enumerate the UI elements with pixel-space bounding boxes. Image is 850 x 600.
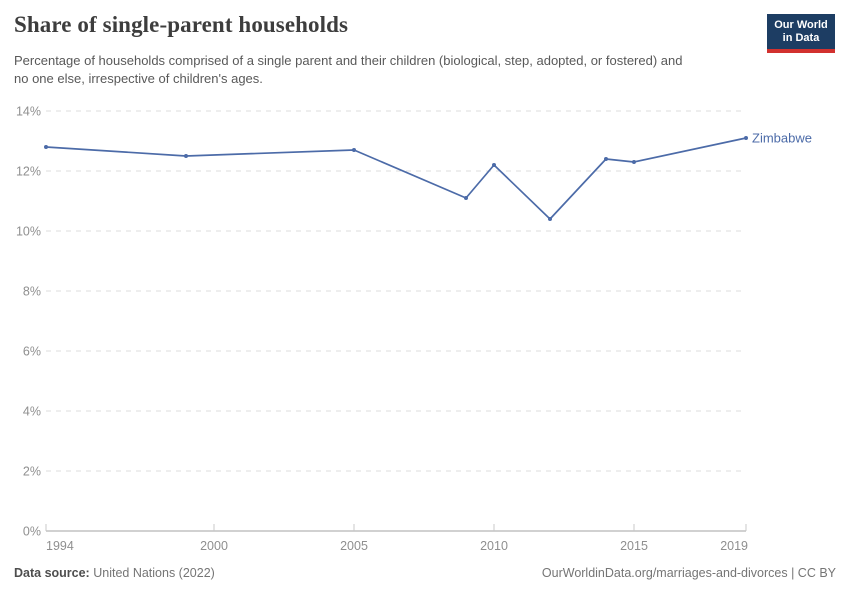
entity-label[interactable]: Zimbabwe [752,131,812,146]
data-point[interactable] [604,157,608,161]
data-point[interactable] [184,154,188,158]
data-point[interactable] [44,145,48,149]
owid-logo[interactable]: Our World in Data [767,14,835,53]
x-tick-label: 2019 [720,539,748,553]
x-tick-label: 2000 [200,539,228,553]
data-point[interactable] [352,148,356,152]
y-tick-label: 2% [23,465,41,479]
data-point[interactable] [492,163,496,167]
series-line-zimbabwe[interactable] [45,137,747,220]
data-source-value: United Nations (2022) [93,566,215,580]
data-source-note: Data source: United Nations (2022) [14,566,215,580]
y-tick-label: 10% [16,225,41,239]
x-tick-label: 2005 [340,539,368,553]
page-title: Share of single-parent households [14,12,349,37]
y-tick-label: 12% [16,165,41,179]
data-source-label: Data source: [14,566,90,580]
data-point[interactable] [744,136,748,140]
y-tick-label: 8% [23,285,41,299]
data-point[interactable] [548,217,552,221]
y-tick-label: 14% [16,105,41,119]
y-tick-label: 6% [23,345,41,359]
attribution-link[interactable]: OurWorldinData.org/marriages-and-divorce… [541,566,836,580]
x-tick-label: 2015 [620,539,648,553]
x-tick-label: 1994 [46,539,74,553]
y-tick-label: 4% [23,405,41,419]
chart-footer: Data source: United Nations (2022) OurWo… [14,566,836,580]
x-tick-label: 2010 [480,539,508,553]
chart-subtitle: Percentage of households comprised of a … [14,53,683,86]
owid-logo-line2: in Data [782,32,820,44]
data-point[interactable] [632,160,636,164]
owid-logo-line1: Our World [774,19,828,31]
y-tick-label: 0% [23,525,41,539]
data-point[interactable] [464,196,468,200]
